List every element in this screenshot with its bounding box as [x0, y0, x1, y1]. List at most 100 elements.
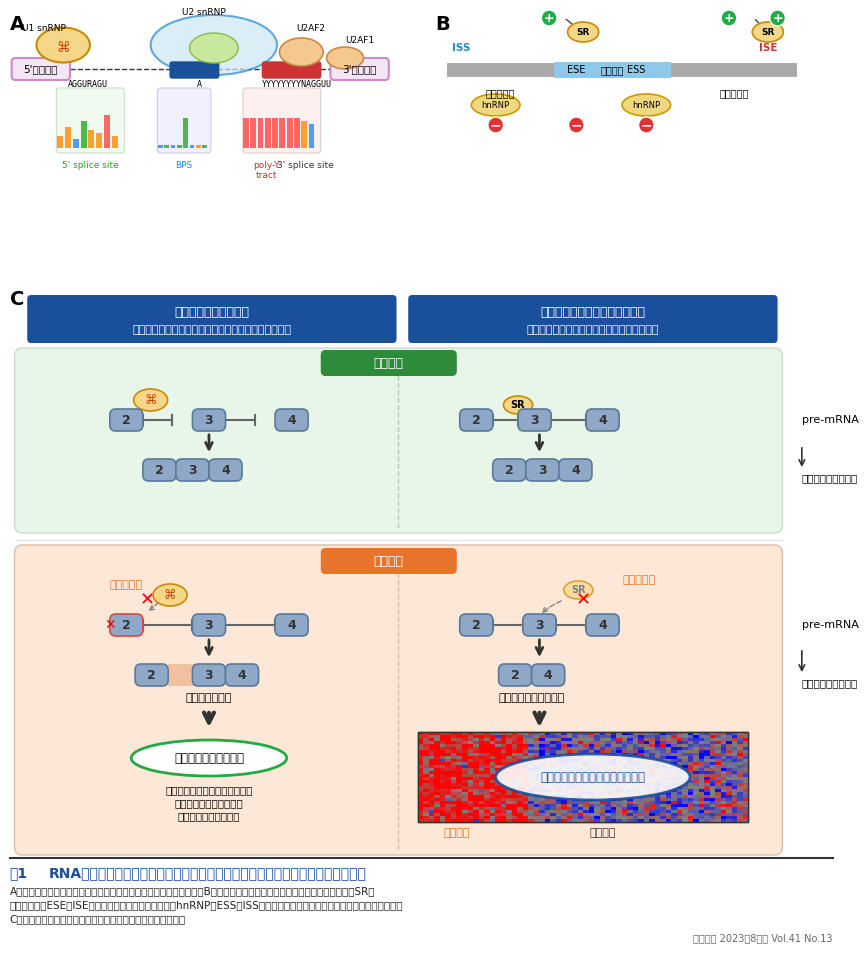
- Bar: [727, 774, 732, 777]
- Bar: [517, 762, 523, 765]
- Bar: [583, 765, 589, 768]
- Bar: [688, 810, 694, 813]
- Bar: [533, 747, 539, 750]
- Bar: [451, 762, 457, 765]
- Bar: [594, 783, 600, 786]
- Bar: [479, 795, 484, 798]
- Bar: [506, 807, 512, 810]
- Bar: [467, 753, 473, 756]
- Bar: [661, 783, 666, 786]
- Bar: [567, 738, 572, 741]
- Bar: [418, 816, 423, 819]
- Bar: [506, 789, 512, 792]
- Bar: [732, 813, 737, 816]
- Bar: [533, 771, 539, 774]
- Bar: [720, 795, 727, 798]
- Bar: [473, 813, 479, 816]
- Bar: [661, 735, 666, 738]
- Bar: [551, 753, 556, 756]
- Circle shape: [541, 10, 557, 26]
- Bar: [506, 756, 512, 759]
- Bar: [727, 735, 732, 738]
- Bar: [528, 783, 533, 786]
- Bar: [434, 738, 440, 741]
- Bar: [551, 768, 556, 771]
- Bar: [594, 759, 600, 762]
- Bar: [451, 816, 457, 819]
- Bar: [309, 124, 315, 148]
- Bar: [605, 771, 610, 774]
- Bar: [699, 750, 704, 753]
- Bar: [544, 732, 551, 735]
- Bar: [583, 777, 589, 780]
- Bar: [551, 798, 556, 801]
- Bar: [704, 813, 710, 816]
- Bar: [517, 798, 523, 801]
- Bar: [512, 768, 517, 771]
- Bar: [677, 807, 682, 810]
- Bar: [446, 780, 451, 783]
- Bar: [704, 747, 710, 750]
- Bar: [462, 768, 467, 771]
- Bar: [704, 735, 710, 738]
- Bar: [655, 753, 661, 756]
- Bar: [551, 807, 556, 810]
- Bar: [539, 768, 544, 771]
- Bar: [605, 786, 610, 789]
- Bar: [65, 127, 71, 148]
- Bar: [627, 777, 633, 780]
- Text: hnRNP: hnRNP: [482, 101, 510, 109]
- Bar: [257, 118, 264, 148]
- Bar: [682, 786, 688, 789]
- Bar: [720, 756, 727, 759]
- Bar: [671, 762, 677, 765]
- Bar: [594, 744, 600, 747]
- Bar: [743, 753, 748, 756]
- Bar: [484, 732, 490, 735]
- Bar: [732, 789, 737, 792]
- Bar: [446, 810, 451, 813]
- Bar: [551, 744, 556, 747]
- Text: RNAスプライシングのしくみとがんにおけるシス配列・トランス制御因子の異常: RNAスプライシングのしくみとがんにおけるシス配列・トランス制御因子の異常: [49, 866, 367, 880]
- Bar: [434, 804, 440, 807]
- Bar: [661, 756, 666, 759]
- Bar: [533, 777, 539, 780]
- Bar: [434, 783, 440, 786]
- Bar: [583, 768, 589, 771]
- Bar: [577, 747, 583, 750]
- Bar: [544, 753, 551, 756]
- Bar: [539, 816, 544, 819]
- Bar: [610, 750, 616, 753]
- Bar: [583, 798, 589, 801]
- FancyBboxPatch shape: [56, 88, 124, 153]
- Bar: [737, 795, 743, 798]
- Bar: [720, 813, 727, 816]
- Bar: [479, 810, 484, 813]
- Bar: [671, 789, 677, 792]
- Bar: [694, 771, 699, 774]
- Bar: [467, 804, 473, 807]
- Bar: [737, 738, 743, 741]
- Bar: [622, 810, 627, 813]
- Bar: [467, 816, 473, 819]
- Text: （例）がん抑制遺伝子: （例）がん抑制遺伝子: [178, 811, 240, 821]
- Bar: [704, 750, 710, 753]
- Bar: [490, 789, 495, 792]
- Bar: [627, 792, 633, 795]
- Bar: [688, 789, 694, 792]
- Bar: [495, 783, 500, 786]
- Bar: [523, 777, 528, 780]
- Bar: [610, 795, 616, 798]
- Bar: [440, 756, 446, 759]
- Bar: [457, 813, 462, 816]
- Bar: [533, 753, 539, 756]
- FancyBboxPatch shape: [15, 545, 782, 855]
- Bar: [671, 732, 677, 735]
- Bar: [627, 801, 633, 804]
- Bar: [605, 765, 610, 768]
- Bar: [605, 741, 610, 744]
- Bar: [743, 816, 748, 819]
- Bar: [556, 786, 561, 789]
- Bar: [446, 813, 451, 816]
- Bar: [622, 750, 627, 753]
